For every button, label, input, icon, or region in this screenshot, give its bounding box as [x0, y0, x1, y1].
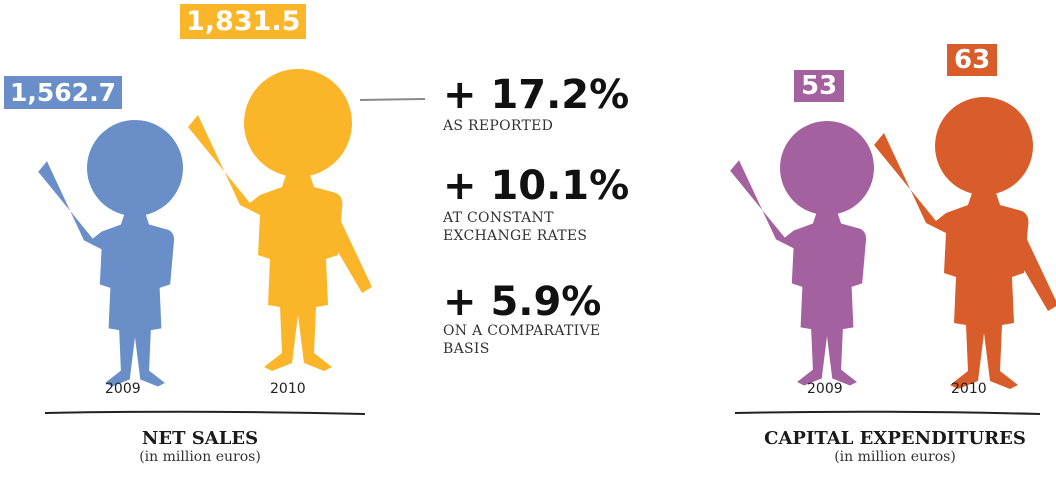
- growth-comparative-value: + 5.9%: [443, 279, 602, 325]
- net-sales-year-2009: 2009: [105, 381, 141, 397]
- capex-year-2009: 2009: [807, 381, 843, 397]
- net-sales-2010-value: 1,831.5: [180, 4, 307, 51]
- connector-line: [359, 98, 426, 101]
- growth-constant-label-2: EXCHANGE RATES: [443, 228, 588, 244]
- capex-title: CAPITAL EXPENDITURES: [764, 428, 1026, 449]
- capex-baseline: [734, 410, 1041, 415]
- net-sales-year-2010: 2010: [270, 381, 306, 397]
- capex-year-2010: 2010: [951, 381, 987, 397]
- growth-constant-label-1: AT CONSTANT: [443, 210, 554, 226]
- net-sales-subtitle: (in million euros): [139, 449, 261, 465]
- capex-2009-value: 53: [794, 70, 845, 114]
- figure-net-sales-2010: [188, 69, 372, 371]
- growth-constant-value: + 10.1%: [443, 163, 630, 209]
- figure-capital-expenditures-2009: [730, 121, 874, 386]
- growth-reported-value: + 17.2%: [443, 72, 630, 118]
- net-sales-title: NET SALES: [141, 428, 259, 449]
- growth-reported-label-1: AS REPORTED: [443, 118, 554, 134]
- growth-comparative-label-1: ON A COMPARATIVE: [443, 323, 601, 339]
- figure-net-sales-2009: [38, 120, 183, 387]
- net-sales-2009-value: 1,562.7: [4, 76, 122, 121]
- capex-subtitle: (in million euros): [834, 449, 956, 465]
- net-sales-baseline: [44, 410, 366, 415]
- growth-comparative-label-2: BASIS: [443, 341, 490, 357]
- figure-capital-expenditures-2010: [874, 97, 1056, 389]
- capex-2010-value: 63: [947, 44, 998, 88]
